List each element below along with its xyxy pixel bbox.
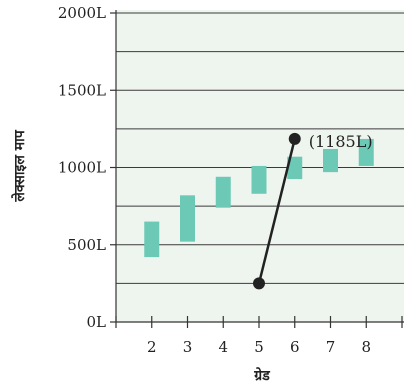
range-bar-grade-8 [358, 138, 374, 166]
range-bar-grade-2 [144, 221, 160, 258]
y-tick-label: 0L [86, 313, 106, 331]
x-tick-label: 5 [254, 338, 264, 356]
y-tick-label: 1000L [58, 159, 106, 177]
x-tick-label: 7 [326, 338, 336, 356]
range-bars [144, 138, 374, 258]
line-series [253, 132, 301, 290]
x-tick-label: 2 [147, 338, 157, 356]
y-axis-title: लेक्साइल माप [11, 129, 28, 202]
x-tick-label: 6 [290, 338, 300, 356]
range-bar-grade-4 [215, 176, 231, 208]
y-tick-label: 1500L [58, 81, 106, 99]
range-bar-grade-3 [180, 195, 195, 242]
x-tick-label: 8 [361, 338, 371, 356]
annotation-label: (1185L) [309, 132, 373, 151]
axes [110, 10, 404, 328]
x-tick-label: 4 [218, 338, 228, 356]
y-tick-label: 2000L [58, 4, 106, 22]
range-bar-grade-5 [251, 165, 267, 194]
x-tick-label: 3 [183, 338, 193, 356]
tick-labels: 0L 500L 1000L 1500L 2000L 2 3 4 5 6 7 8 [58, 4, 371, 356]
range-bar-grade-6 [287, 156, 303, 180]
gridlines [116, 12, 404, 284]
growth-line [257, 138, 296, 284]
y-tick-label: 500L [67, 236, 106, 254]
line-point-1 [253, 277, 265, 290]
x-axis-title: ग्रेड [253, 367, 270, 384]
range-bar-grade-7 [323, 148, 338, 173]
line-point-2 [288, 132, 301, 145]
